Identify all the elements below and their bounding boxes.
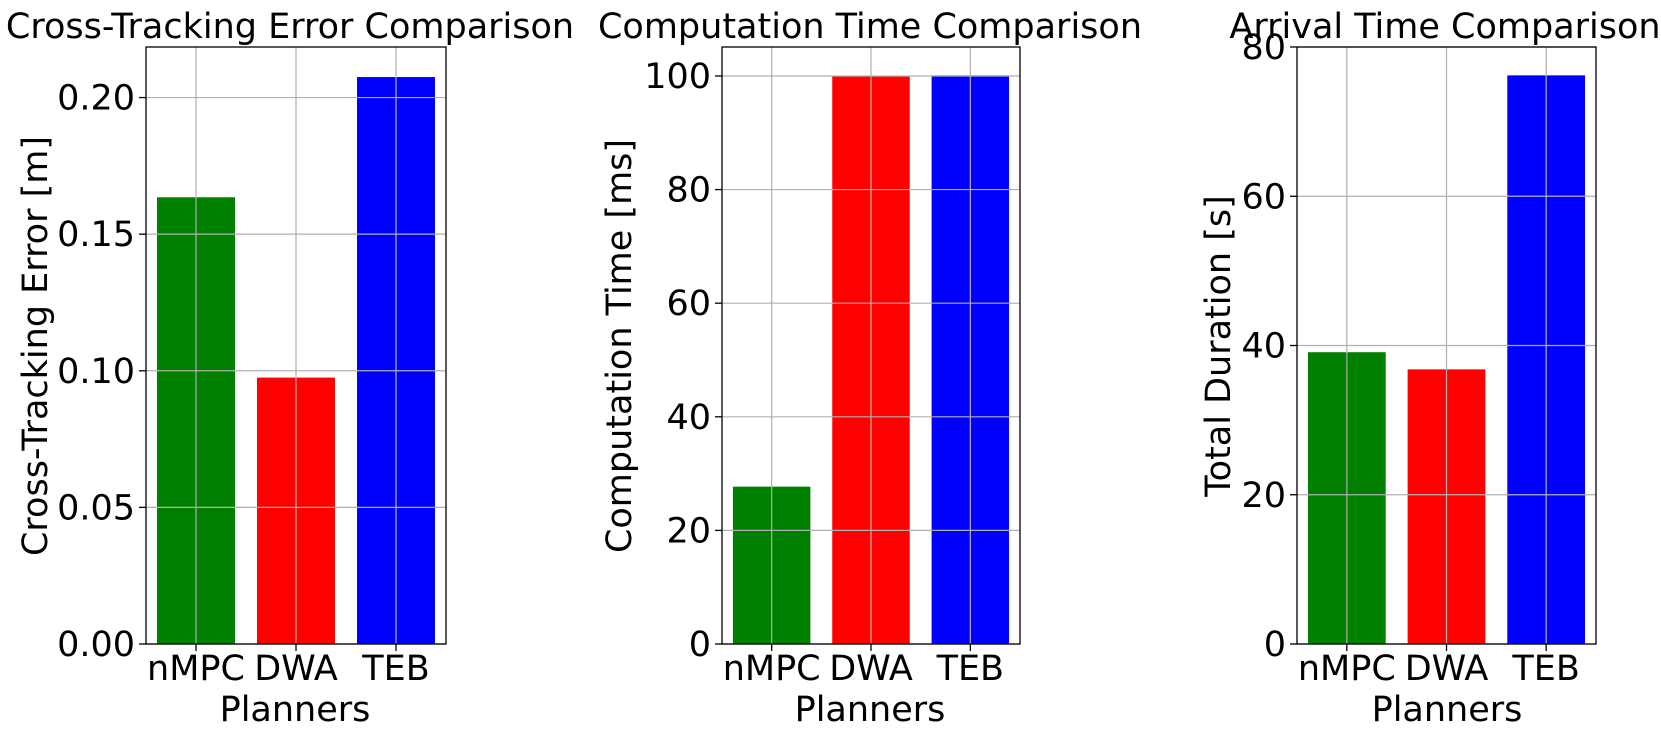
x-tick-label: TEB xyxy=(936,649,1005,689)
chart-cross-tracking-error: Cross-Tracking Error Comparison Cross-Tr… xyxy=(6,7,574,730)
y-tick-label: 0 xyxy=(1264,625,1286,665)
chart-computation-time: Computation Time Comparison Computation … xyxy=(598,7,1142,730)
y-tick-label: 80 xyxy=(666,171,711,211)
y-tick-label: 0.20 xyxy=(57,79,135,119)
chart-title: Cross-Tracking Error Comparison xyxy=(6,7,574,47)
x-tick-label: nMPC xyxy=(1298,649,1396,689)
y-tick-label: 20 xyxy=(1241,476,1286,516)
y-axis-label: Cross-Tracking Error [m] xyxy=(16,136,56,556)
x-axis-label: Planners xyxy=(795,690,946,730)
y-tick-label: 0.10 xyxy=(57,352,135,392)
x-tick-label: DWA xyxy=(1405,649,1489,689)
chart-title: Arrival Time Comparison xyxy=(1229,7,1660,47)
y-axis-label: Total Duration [s] xyxy=(1199,195,1239,498)
y-tick-label: 0 xyxy=(689,625,711,665)
x-tick-label: DWA xyxy=(829,649,913,689)
y-tick-label: 20 xyxy=(666,511,711,551)
y-tick-label: 60 xyxy=(1241,177,1286,217)
y-tick-label: 60 xyxy=(666,284,711,324)
y-tick-label: 0.05 xyxy=(57,488,135,528)
y-tick-label: 40 xyxy=(1241,327,1286,367)
x-tick-label: nMPC xyxy=(147,649,245,689)
x-axis-label: Planners xyxy=(220,690,371,730)
chart-title: Computation Time Comparison xyxy=(598,7,1142,47)
y-axis-label: Computation Time [ms] xyxy=(600,139,640,553)
x-tick-label: nMPC xyxy=(723,649,821,689)
x-tick-label: DWA xyxy=(254,649,338,689)
x-tick-label: TEB xyxy=(1511,649,1580,689)
chart-arrival-time: Arrival Time Comparison Total Duration [… xyxy=(1199,7,1661,730)
grid xyxy=(722,47,1020,645)
y-tick-label: 0.00 xyxy=(57,625,135,665)
y-tick-label: 100 xyxy=(644,57,711,97)
y-tick-label: 40 xyxy=(666,398,711,438)
x-axis-label: Planners xyxy=(1372,690,1523,730)
y-tick-label: 80 xyxy=(1241,28,1286,68)
y-tick-label: 0.15 xyxy=(57,215,135,255)
x-tick-label: TEB xyxy=(361,649,430,689)
